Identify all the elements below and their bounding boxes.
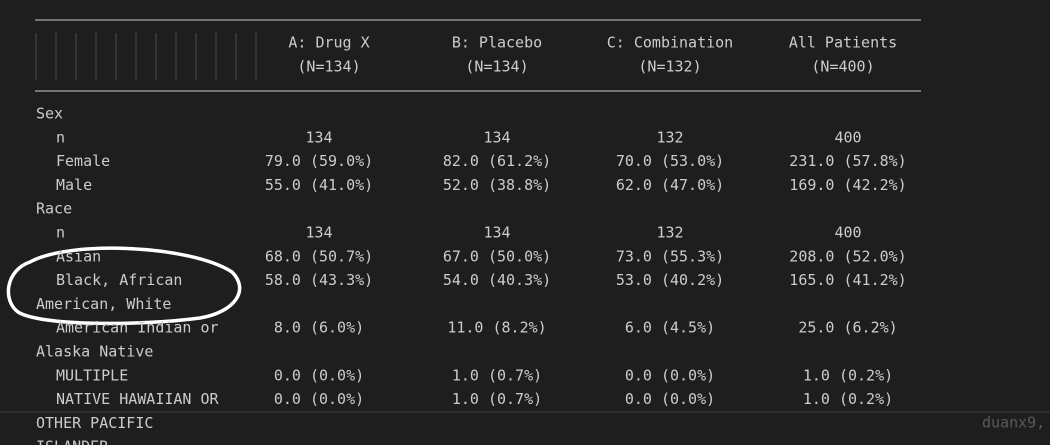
cell: 0.0 (0.0%) [274,366,364,384]
cell: 62.0 (47.0%) [616,176,724,194]
cell: 8.0 (6.0%) [274,319,364,337]
cell: 1.0 (0.7%) [452,390,542,408]
cell: 11.0 (8.2%) [447,319,546,337]
cell: 132 [656,224,683,242]
row-label: OTHER PACIFIC [36,414,153,432]
cell: 73.0 (55.3%) [616,247,724,265]
cell: 68.0 (50.7%) [265,247,373,265]
cell: 0.0 (0.0%) [274,390,364,408]
row-label: Asian [56,247,101,265]
column-header: All Patients [789,34,897,52]
column-header: B: Placebo [452,34,542,52]
row-label: American Indian or [56,319,219,337]
row-label: Alaska Native [36,343,153,361]
header-guides [35,33,257,80]
column-count: (N=132) [638,58,701,76]
cell: 400 [834,224,861,242]
cell: 25.0 (6.2%) [798,319,897,337]
cell: 134 [483,224,510,242]
cell: 134 [305,128,332,146]
column-count: (N=134) [465,58,528,76]
column-header: C: Combination [607,34,733,52]
cell: 53.0 (40.2%) [616,271,724,289]
row-label: NATIVE HAWAIIAN OR [56,390,220,408]
cell: 67.0 (50.0%) [443,247,551,265]
annotation-circle [6,246,242,326]
cell: 134 [483,128,510,146]
cell: 58.0 (43.3%) [265,271,373,289]
row-label: n [56,224,65,242]
row-label: Race [36,200,72,218]
cell: 169.0 (42.2%) [789,176,906,194]
cell: 55.0 (41.0%) [265,176,373,194]
cell: 79.0 (59.0%) [265,152,373,170]
row-label: American, White [36,295,171,313]
row-label: Black, African [56,271,182,289]
cell: 208.0 (52.0%) [789,247,906,265]
cell: 0.0 (0.0%) [625,366,715,384]
cell: 400 [834,128,861,146]
row-label: ISLANDER [36,438,109,445]
cell: 132 [656,128,683,146]
row-label: n [56,128,65,146]
cell: 6.0 (4.5%) [625,319,715,337]
cell: 54.0 (40.3%) [443,271,551,289]
cell: 1.0 (0.2%) [803,366,893,384]
cell: 134 [305,224,332,242]
column-count: (N=134) [297,58,360,76]
cell: 70.0 (53.0%) [616,152,724,170]
cell: 82.0 (61.2%) [443,152,551,170]
column-count: (N=400) [811,58,874,76]
cell: 52.0 (38.8%) [443,176,551,194]
cell: 1.0 (0.7%) [452,366,542,384]
row-label: Female [56,152,110,170]
row-label: MULTIPLE [56,366,128,384]
watermark: duanx9, [982,414,1045,432]
cell: 165.0 (41.2%) [789,271,906,289]
column-header: A: Drug X [288,34,369,52]
cell: 0.0 (0.0%) [625,390,715,408]
row-label: Sex [36,105,63,123]
cell: 231.0 (57.8%) [789,152,906,170]
row-label: Male [56,176,92,194]
cell: 1.0 (0.2%) [803,390,893,408]
